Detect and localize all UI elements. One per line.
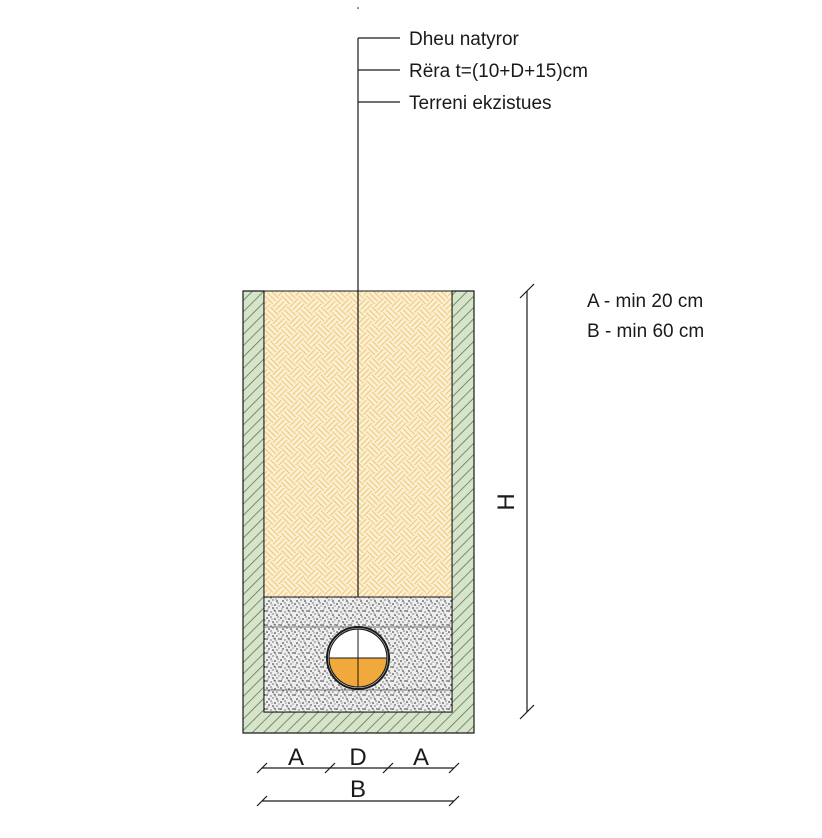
label-sand-layer: Rëra t=(10+D+15)cm — [409, 61, 588, 82]
pipe-cross-section-icon — [326, 626, 390, 690]
label-natural-soil: Dheu natyror — [409, 29, 520, 50]
dimension-label-d: D — [349, 744, 366, 771]
label-existing-ground: Terreni ekzistues — [409, 93, 552, 114]
leader-top-dot — [357, 7, 359, 9]
width-dimension-line-parts — [256, 762, 460, 774]
width-dimension-line-total — [256, 795, 460, 807]
height-dimension-line — [519, 283, 535, 720]
dimension-label-a-left: A — [288, 744, 304, 771]
dimension-label-b: B — [350, 776, 366, 803]
note-a-min: A - min 20 cm — [587, 291, 703, 312]
note-b-min: B - min 60 cm — [587, 321, 704, 342]
dimension-label-a-right: A — [413, 744, 429, 771]
dimension-label-h: H — [493, 493, 520, 510]
leader-lines — [357, 37, 400, 597]
